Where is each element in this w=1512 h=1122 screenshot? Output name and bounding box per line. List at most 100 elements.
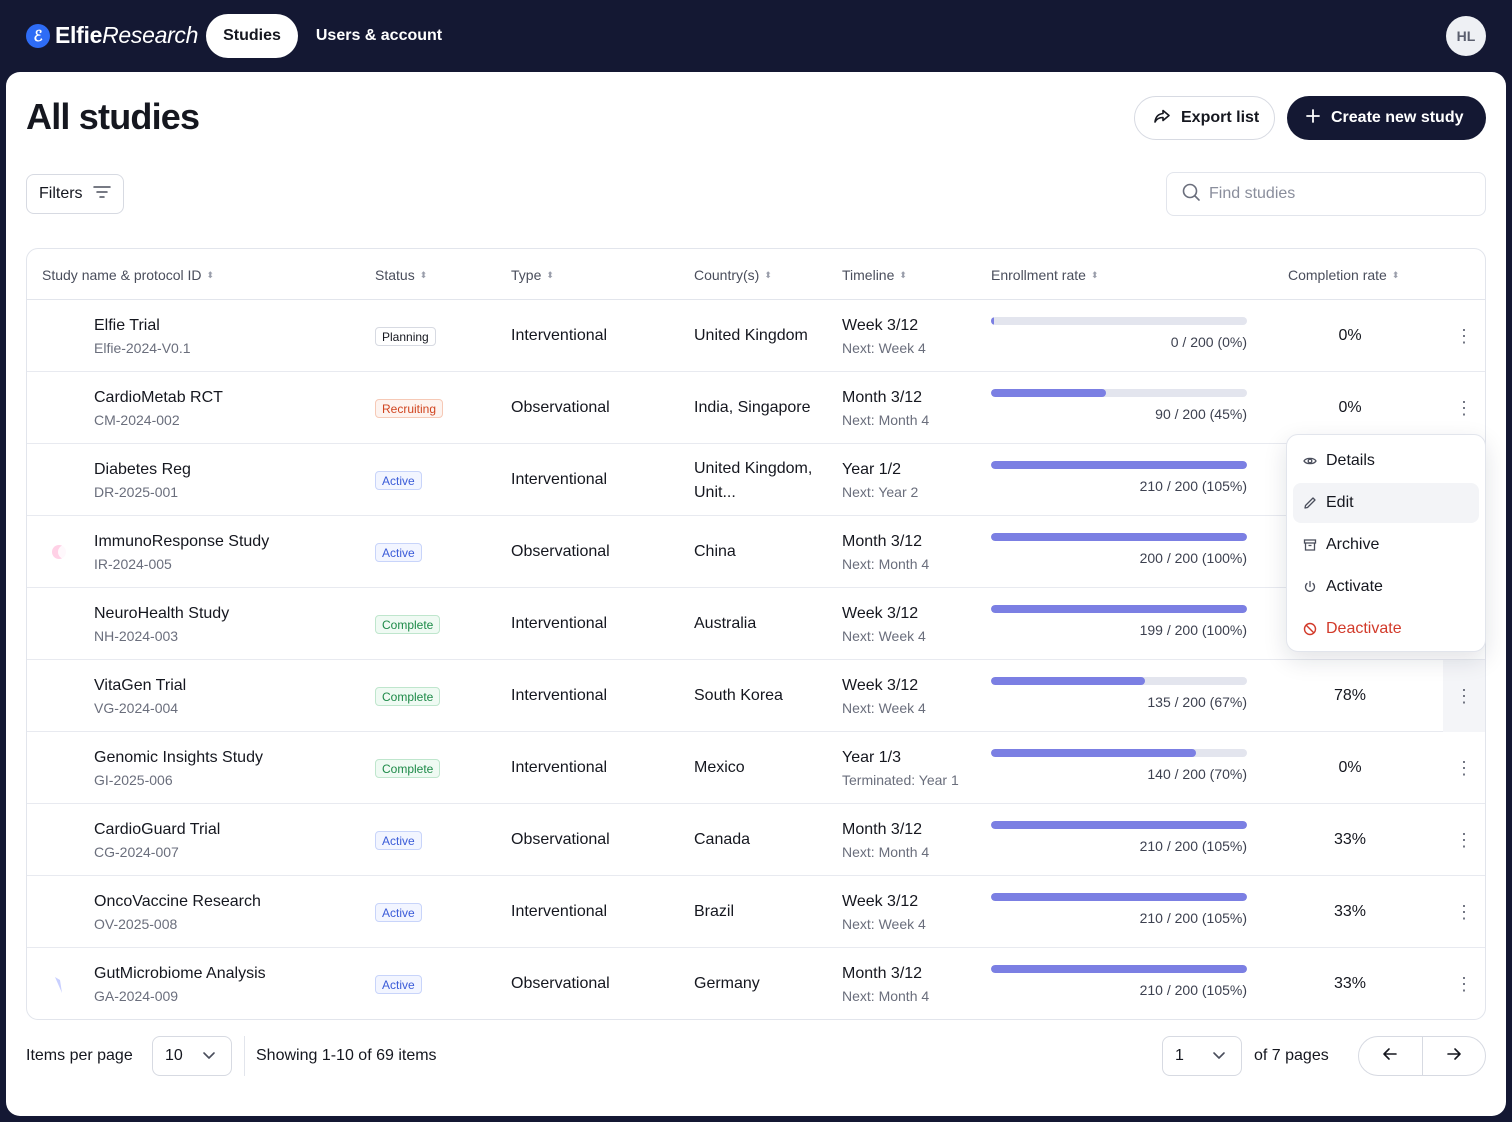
status-badge: Complete	[375, 687, 441, 706]
table-row[interactable]: ImmunoResponse Study IR-2024-005 Active Obs…	[27, 516, 1485, 588]
search-box[interactable]	[1166, 172, 1486, 216]
tab-users-account[interactable]: Users & account	[315, 27, 443, 44]
items-per-page-select[interactable]: 10	[152, 1036, 232, 1076]
protocol-id: IR-2024-005	[94, 556, 172, 572]
table-row[interactable]: Elfie Trial Elfie-2024-V0.1 Planning Interv…	[27, 300, 1485, 372]
column-header-enrollment-rate[interactable]: Enrollment rate ⬍	[991, 267, 1099, 283]
row-actions-button[interactable]: ⋮	[1443, 300, 1485, 372]
study-name[interactable]: Diabetes Reg	[94, 461, 191, 478]
timeline-next: Next: Week 4	[842, 700, 926, 716]
enrollment-progress-fill	[991, 389, 1107, 397]
filters-button[interactable]: Filters	[26, 174, 124, 214]
table-row[interactable]: VitaGen Trial VG-2024-004 Complete Interven…	[27, 660, 1485, 732]
more-vertical-icon: ⋮	[1455, 829, 1473, 850]
search-input[interactable]	[1209, 185, 1469, 203]
enrollment-progress-fill	[991, 317, 995, 325]
enrollment-progress-fill	[991, 461, 1247, 469]
enrollment-progress-bar	[991, 389, 1247, 397]
enrollment-rate-text: 200 / 200 (100%)	[1139, 550, 1247, 566]
chevron-down-icon	[201, 1047, 217, 1068]
protocol-id: GA-2024-009	[94, 988, 179, 1004]
enrollment-progress-fill	[991, 677, 1145, 685]
row-actions-button[interactable]: ⋮	[1443, 372, 1485, 444]
elfie-logo-icon: ℰ	[26, 23, 50, 48]
previous-page-button[interactable]	[1359, 1037, 1423, 1075]
row-actions-button[interactable]: ⋮	[1443, 660, 1485, 732]
sort-icon: ⬍	[764, 269, 772, 280]
completion-rate: 33%	[1333, 975, 1367, 992]
cubes-icon	[42, 748, 82, 788]
column-header-completion-rate[interactable]: Completion rate ⬍	[1288, 267, 1400, 283]
study-name[interactable]: ImmunoResponse Study	[94, 533, 270, 550]
row-actions-button[interactable]: ⋮	[1443, 876, 1485, 948]
table-row[interactable]: Diabetes Reg DR-2025-001 Active Interventio…	[27, 444, 1485, 516]
sort-icon: ⬍	[899, 269, 907, 280]
half-circle-icon	[42, 676, 82, 716]
protocol-id: VG-2024-004	[94, 700, 179, 716]
more-vertical-icon: ⋮	[1455, 325, 1473, 346]
menu-item-deactivate[interactable]: Deactivate	[1293, 609, 1479, 649]
table-row[interactable]: NeuroHealth Study NH-2024-003 Complete Inte…	[27, 588, 1485, 660]
enrollment-progress-bar	[991, 749, 1247, 757]
enrollment-progress-fill	[991, 533, 1247, 541]
menu-item-activate[interactable]: Activate	[1293, 567, 1479, 607]
export-list-button[interactable]: Export list	[1134, 96, 1275, 140]
study-type: Observational	[511, 831, 610, 848]
study-name[interactable]: CardioGuard Trial	[94, 821, 221, 838]
row-actions-button[interactable]: ⋮	[1443, 804, 1485, 876]
study-countries: Brazil	[694, 903, 735, 920]
tab-studies[interactable]: Studies	[206, 14, 298, 58]
study-name[interactable]: Genomic Insights Study	[94, 749, 263, 766]
archive-icon	[1303, 538, 1317, 552]
study-name[interactable]: Elfie Trial	[94, 317, 160, 334]
table-row[interactable]: GutMicrobiome Analysis GA-2024-009 Active O…	[27, 948, 1485, 1019]
chevron-down-icon	[1211, 1047, 1227, 1068]
enrollment-rate-text: 135 / 200 (67%)	[1147, 694, 1247, 710]
protocol-id: GI-2025-006	[94, 772, 173, 788]
share-arrow-icon	[1153, 107, 1171, 130]
column-header-status[interactable]: Status ⬍	[375, 267, 428, 283]
top-navigation-bar: ℰ ElfieResearch Studies Users & account …	[0, 0, 1512, 72]
column-header-timeline[interactable]: Timeline ⬍	[842, 267, 907, 283]
status-badge: Active	[375, 471, 422, 490]
search-icon	[1181, 182, 1201, 207]
row-actions-button[interactable]: ⋮	[1443, 948, 1485, 1019]
menu-item-label: Activate	[1326, 578, 1383, 595]
menu-item-edit[interactable]: Edit	[1293, 483, 1479, 523]
study-type: Interventional	[511, 327, 608, 344]
brand-logo[interactable]: ℰ ElfieResearch	[26, 22, 198, 49]
sort-icon: ⬍	[419, 269, 428, 280]
study-countries: India, Singapore	[694, 399, 811, 416]
menu-item-details[interactable]: Details	[1293, 441, 1479, 481]
table-row[interactable]: OncoVaccine Research OV-2025-008 Active Int…	[27, 876, 1485, 948]
table-row[interactable]: CardioMetab RCT CM-2024-002 Recruiting Obse…	[27, 372, 1485, 444]
enrollment-progress-bar	[991, 605, 1247, 613]
timeline-current: Week 3/12	[842, 605, 919, 622]
column-header-study-name[interactable]: Study name & protocol ID ⬍	[42, 267, 215, 283]
table-row[interactable]: Genomic Insights Study GI-2025-006 Complet…	[27, 732, 1485, 804]
study-name[interactable]: NeuroHealth Study	[94, 605, 230, 622]
status-badge: Planning	[375, 327, 436, 346]
completion-rate: 0%	[1338, 399, 1362, 416]
status-badge: Active	[375, 903, 422, 922]
column-header-countries[interactable]: Country(s) ⬍	[694, 267, 772, 283]
menu-item-archive[interactable]: Archive	[1293, 525, 1479, 565]
study-countries: United Kingdom	[694, 327, 808, 344]
study-name[interactable]: GutMicrobiome Analysis	[94, 965, 266, 982]
page-title: All studies	[26, 96, 200, 137]
ban-icon	[1303, 622, 1317, 636]
study-name[interactable]: VitaGen Trial	[94, 677, 187, 694]
column-header-type[interactable]: Type ⬍	[511, 267, 554, 283]
row-actions-button[interactable]: ⋮	[1443, 732, 1485, 804]
study-name[interactable]: CardioMetab RCT	[94, 389, 223, 406]
study-name[interactable]: OncoVaccine Research	[94, 893, 261, 910]
create-new-study-button[interactable]: Create new study	[1287, 96, 1486, 140]
enrollment-rate-text: 0 / 200 (0%)	[1170, 334, 1247, 350]
table-row[interactable]: CardioGuard Trial CG-2024-007 Active Observ…	[27, 804, 1485, 876]
page-select[interactable]: 1	[1162, 1036, 1242, 1076]
study-countries: Australia	[694, 615, 757, 632]
next-page-button[interactable]	[1423, 1037, 1486, 1075]
user-avatar[interactable]: HL	[1446, 16, 1486, 56]
status-badge: Complete	[375, 759, 441, 778]
timeline-next: Next: Week 4	[842, 916, 926, 932]
